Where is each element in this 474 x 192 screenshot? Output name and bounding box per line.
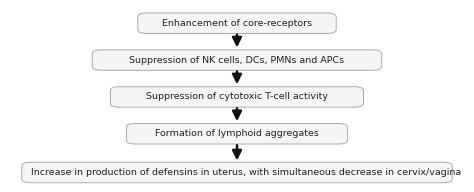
Text: Suppression of cytotoxic T-cell activity: Suppression of cytotoxic T-cell activity — [146, 92, 328, 101]
Text: Formation of lymphoid aggregates: Formation of lymphoid aggregates — [155, 129, 319, 138]
FancyBboxPatch shape — [127, 124, 347, 144]
FancyBboxPatch shape — [138, 13, 336, 33]
Text: Enhancement of core-receptors: Enhancement of core-receptors — [162, 19, 312, 28]
Text: Increase in production of defensins in uterus, with simultaneous decrease in cer: Increase in production of defensins in u… — [31, 168, 461, 177]
FancyBboxPatch shape — [22, 162, 452, 183]
FancyBboxPatch shape — [92, 50, 382, 70]
FancyBboxPatch shape — [110, 87, 364, 107]
Text: Suppression of NK cells, DCs, PMNs and APCs: Suppression of NK cells, DCs, PMNs and A… — [129, 55, 345, 65]
